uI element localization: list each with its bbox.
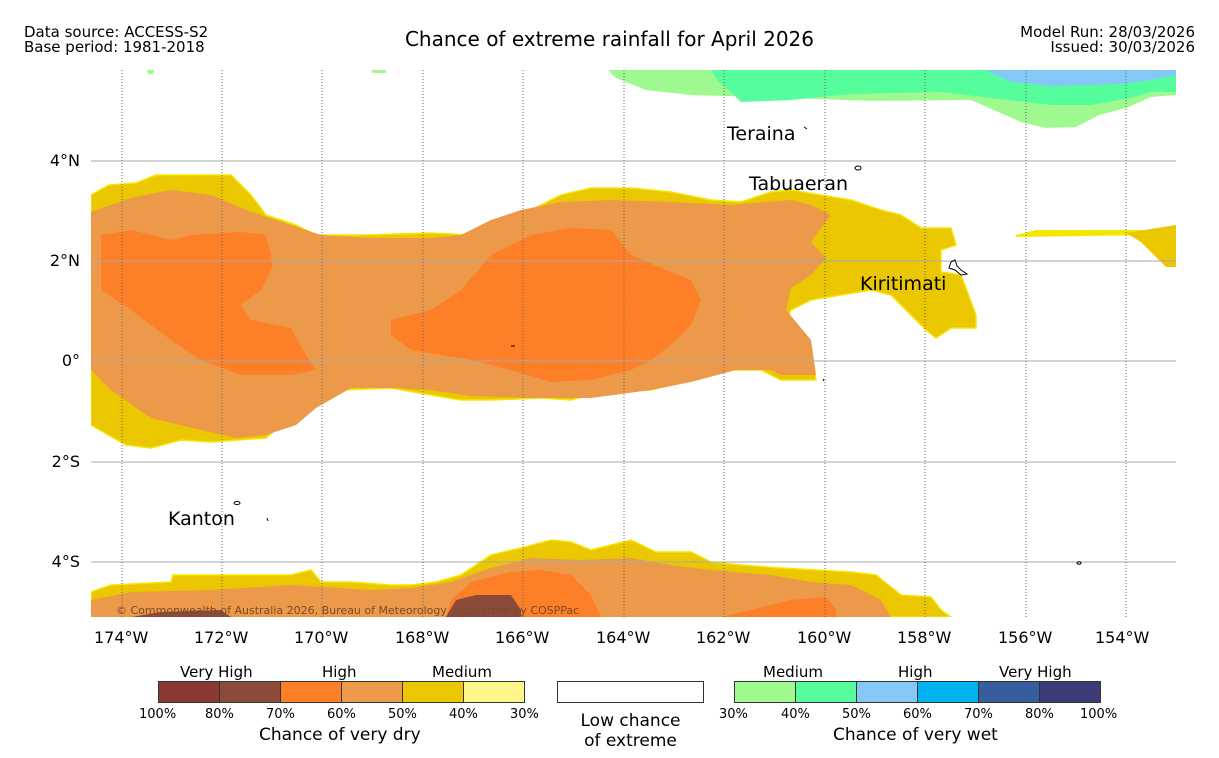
place-label-kanton: Kanton: [168, 508, 235, 530]
wet-tick: 40%: [781, 707, 810, 722]
model-run-text: Model Run: 28/03/2026: [1020, 23, 1195, 41]
place-label-teraina: Teraina: [726, 123, 796, 145]
dry-level-very-high: Very High: [180, 663, 253, 681]
wet-level-medium: Medium: [763, 663, 823, 681]
dry-tick: 70%: [266, 707, 295, 722]
dry-swatch-1: [158, 681, 220, 703]
dry-tick: 100%: [139, 707, 177, 722]
wet-swatch-6: [1039, 681, 1101, 703]
lat-label: 4°S: [51, 552, 80, 571]
dry-swatch-3: [280, 681, 342, 703]
wet-tick: 70%: [964, 707, 993, 722]
dry-tick: 30%: [510, 707, 539, 722]
dry-level-medium: Medium: [432, 663, 492, 681]
rainfall-map: Teraina Tabuaeran Kiritimati Kanton © Co…: [91, 70, 1176, 617]
lon-label: 168°W: [395, 628, 450, 647]
wet-swatch-1: [734, 681, 796, 703]
wet-swatch-5: [978, 681, 1040, 703]
dry-tick: 50%: [388, 707, 417, 722]
lon-label: 154°W: [1095, 628, 1150, 647]
lat-label: 4°N: [49, 151, 80, 170]
wet-tick: 50%: [842, 707, 871, 722]
wet-legend-title: Chance of very wet: [833, 725, 998, 745]
lon-label: 160°W: [797, 628, 852, 647]
issued-text: Issued: 30/03/2026: [1050, 38, 1195, 56]
base-period-text: Base period: 1981-2018: [24, 38, 205, 56]
dry-tick: 40%: [449, 707, 478, 722]
data-source-text: Data source: ACCESS-S2: [24, 23, 209, 41]
island-outlines: [233, 126, 1082, 565]
wet-tick: 30%: [719, 707, 748, 722]
lon-label: 164°W: [596, 628, 651, 647]
wet-level-very-high: Very High: [999, 663, 1072, 681]
place-label-kiritimati: Kiritimati: [860, 273, 946, 295]
low-chance-line2: of extreme: [584, 731, 677, 751]
dry-region-east: [1016, 225, 1176, 267]
place-label-tabuaeran: Tabuaeran: [748, 173, 848, 195]
lon-label: 174°W: [94, 628, 149, 647]
wet-level-high: High: [898, 663, 933, 681]
lat-label: 2°S: [51, 452, 80, 471]
wet-swatch-4: [917, 681, 979, 703]
lat-label: 2°N: [49, 251, 80, 270]
lon-label: 156°W: [998, 628, 1053, 647]
dry-legend-title: Chance of very dry: [259, 725, 421, 745]
lon-label: 158°W: [897, 628, 952, 647]
wet-tick: 100%: [1080, 707, 1118, 722]
wet-region-north: [147, 70, 1176, 128]
wet-tick: 60%: [903, 707, 932, 722]
meridians: [121, 70, 1127, 617]
dry-swatch-2: [219, 681, 281, 703]
dry-tick: 60%: [327, 707, 356, 722]
dry-region-south: [91, 539, 953, 617]
dry-swatch-5: [402, 681, 464, 703]
copyright-text: © Commonwealth of Australia 2026, Bureau…: [116, 604, 579, 617]
low-chance-line1: Low chance: [580, 711, 681, 731]
lon-label: 172°W: [194, 628, 249, 647]
dry-tick: 80%: [205, 707, 234, 722]
wet-tick: 80%: [1025, 707, 1054, 722]
graticule: [91, 160, 1176, 563]
lat-label: 0°: [61, 351, 80, 370]
dry-swatch-6: [463, 681, 525, 703]
wet-swatch-2: [795, 681, 857, 703]
dry-region-equatorial: [91, 174, 977, 449]
lon-label: 170°W: [294, 628, 349, 647]
wet-swatch-3: [856, 681, 918, 703]
dry-level-high: High: [322, 663, 357, 681]
chart-title: Chance of extreme rainfall for April 202…: [404, 27, 815, 51]
low-chance-swatch: [557, 681, 704, 703]
lon-label: 166°W: [495, 628, 550, 647]
dry-swatch-4: [341, 681, 403, 703]
lon-label: 162°W: [696, 628, 751, 647]
